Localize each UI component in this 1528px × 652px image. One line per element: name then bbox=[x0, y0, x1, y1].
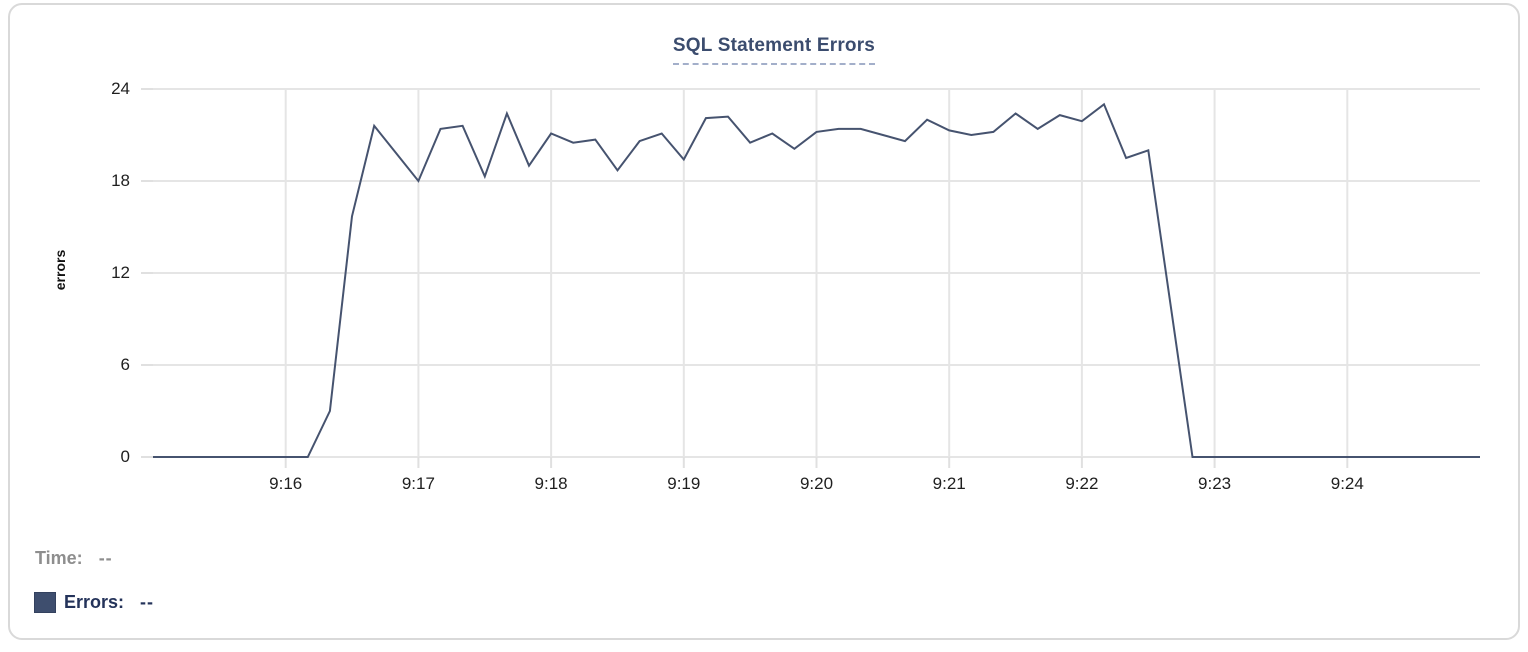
chart-title[interactable]: SQL Statement Errors bbox=[672, 35, 876, 65]
time-readout-value: -- bbox=[98, 548, 113, 568]
hover-readout-time: Time: -- bbox=[35, 548, 113, 569]
x-tick-label: 9:23 bbox=[1198, 474, 1232, 493]
errors-series-swatch bbox=[34, 592, 56, 613]
x-tick-label: 9:19 bbox=[667, 474, 701, 493]
y-tick-label: 12 bbox=[111, 263, 130, 282]
line-chart[interactable] bbox=[10, 5, 1528, 652]
y-tick-label: 6 bbox=[120, 355, 130, 374]
x-tick-label: 9:22 bbox=[1065, 474, 1099, 493]
y-tick-label: 18 bbox=[111, 171, 130, 190]
errors-readout-label: Errors: bbox=[64, 592, 125, 612]
y-tick-label: 24 bbox=[111, 79, 130, 98]
x-tick-label: 9:21 bbox=[932, 474, 966, 493]
chart-card: SQL Statement Errors errors 0 6 12 18 24 9:1… bbox=[8, 3, 1520, 640]
x-tick-label: 9:17 bbox=[401, 474, 435, 493]
x-tick-label: 9:18 bbox=[534, 474, 568, 493]
errors-readout-value: -- bbox=[140, 592, 155, 612]
hover-readout-errors: Errors: -- bbox=[34, 592, 154, 613]
x-tick-label: 9:20 bbox=[799, 474, 834, 493]
chart-header: SQL Statement Errors bbox=[10, 35, 1528, 65]
time-readout-label: Time: bbox=[35, 548, 83, 568]
x-tick-label: 9:16 bbox=[269, 474, 303, 493]
y-tick-label: 0 bbox=[120, 447, 130, 466]
x-tick-label: 9:24 bbox=[1330, 474, 1364, 493]
errors-line-series bbox=[153, 102, 1480, 458]
